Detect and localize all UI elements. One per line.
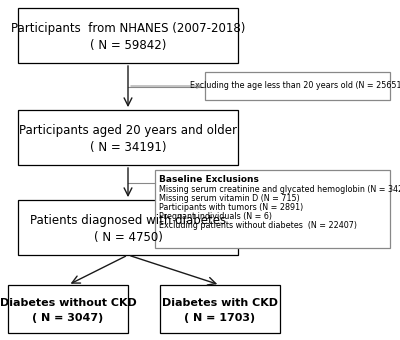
Text: Baseline Exclusions: Baseline Exclusions <box>159 175 259 184</box>
Bar <box>160 285 280 333</box>
Text: Excluding the age less than 20 years old (N = 25651): Excluding the age less than 20 years old… <box>190 82 400 90</box>
Text: ( N = 4750): ( N = 4750) <box>94 231 162 244</box>
Text: ( N = 34191): ( N = 34191) <box>90 141 166 154</box>
Bar <box>8 285 128 333</box>
Bar <box>18 8 238 63</box>
Text: Participants  from NHANES (2007-2018): Participants from NHANES (2007-2018) <box>11 22 245 35</box>
Bar <box>155 170 390 248</box>
Text: ( N = 59842): ( N = 59842) <box>90 39 166 52</box>
Bar <box>18 200 238 255</box>
Text: Participants aged 20 years and older: Participants aged 20 years and older <box>19 124 237 137</box>
Text: ( N = 1703): ( N = 1703) <box>184 313 256 323</box>
Text: Missing serum creatinine and glycated hemoglobin (N = 3422): Missing serum creatinine and glycated he… <box>159 185 400 194</box>
Text: Excluding patients without diabetes  (N = 22407): Excluding patients without diabetes (N =… <box>159 221 357 230</box>
Text: Patients diagnosed with diabetes: Patients diagnosed with diabetes <box>30 215 226 227</box>
Text: Diabetes with CKD: Diabetes with CKD <box>162 298 278 308</box>
Bar <box>205 72 390 100</box>
Text: ( N = 3047): ( N = 3047) <box>32 313 104 323</box>
Text: Missing serum vitamin D (N = 715): Missing serum vitamin D (N = 715) <box>159 194 300 203</box>
Text: Pregnant individuals (N = 6): Pregnant individuals (N = 6) <box>159 212 272 221</box>
Text: Participants with tumors (N = 2891): Participants with tumors (N = 2891) <box>159 203 303 212</box>
Text: Diabetes without CKD: Diabetes without CKD <box>0 298 136 308</box>
Bar <box>18 110 238 165</box>
